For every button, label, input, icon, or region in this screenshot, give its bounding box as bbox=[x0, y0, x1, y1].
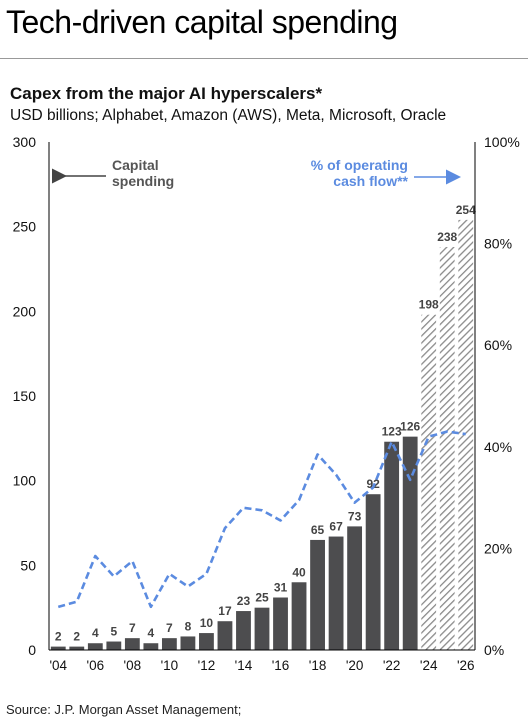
bar bbox=[402, 436, 418, 650]
bar bbox=[124, 638, 140, 650]
bar bbox=[199, 633, 214, 650]
bar-value-label: 25 bbox=[255, 591, 269, 605]
annotation-capital-spending: Capital bbox=[112, 157, 159, 173]
bar-value-label: 2 bbox=[73, 630, 80, 644]
bar-value-label: 17 bbox=[218, 604, 232, 618]
x-tick-label: '06 bbox=[87, 658, 105, 673]
x-tick-label: '18 bbox=[309, 658, 327, 673]
bar bbox=[236, 611, 251, 650]
bar-value-label: 23 bbox=[237, 594, 251, 608]
x-tick-label: '26 bbox=[457, 658, 475, 673]
bar-value-label: 254 bbox=[456, 203, 476, 217]
left-tick-label: 200 bbox=[13, 303, 37, 319]
divider bbox=[0, 58, 528, 59]
left-tick-label: 0 bbox=[28, 642, 36, 658]
left-tick-label: 300 bbox=[13, 134, 37, 150]
bar bbox=[273, 597, 288, 650]
right-tick-label: 100% bbox=[484, 134, 520, 150]
bar-forecast bbox=[439, 246, 455, 651]
bar bbox=[365, 494, 381, 650]
bar bbox=[106, 641, 122, 650]
x-tick-label: '22 bbox=[383, 658, 401, 673]
right-tick-label: 60% bbox=[484, 337, 512, 353]
bar-value-label: 31 bbox=[274, 581, 288, 595]
x-tick-label: '08 bbox=[124, 658, 142, 673]
bar bbox=[180, 636, 196, 650]
bar bbox=[217, 621, 233, 650]
bar bbox=[310, 539, 325, 650]
chart-title: Capex from the major AI hyperscalers* bbox=[10, 84, 323, 103]
x-tick-label: '10 bbox=[161, 658, 179, 673]
annotation-ocf-share: % of operating bbox=[311, 157, 408, 173]
bar bbox=[328, 536, 344, 650]
bar-forecast bbox=[421, 314, 437, 650]
bar-value-label: 198 bbox=[419, 298, 439, 312]
bar bbox=[161, 638, 177, 650]
left-tick-label: 250 bbox=[13, 219, 37, 235]
x-tick-label: '04 bbox=[49, 658, 67, 673]
bar-value-label: 73 bbox=[348, 509, 362, 523]
source-note: Source: J.P. Morgan Asset Management; bbox=[6, 702, 242, 717]
right-tick-label: 40% bbox=[484, 439, 512, 455]
right-tick-label: 20% bbox=[484, 540, 512, 556]
bar bbox=[291, 582, 307, 650]
bar-value-label: 123 bbox=[382, 425, 402, 439]
annotation-ocf-share: cash flow** bbox=[333, 173, 408, 189]
bar-forecast bbox=[458, 219, 474, 650]
right-tick-label: 0% bbox=[484, 642, 504, 658]
bar bbox=[87, 643, 103, 650]
left-tick-label: 50 bbox=[20, 557, 36, 573]
bar bbox=[143, 643, 159, 650]
bar-value-label: 7 bbox=[166, 621, 173, 635]
left-tick-label: 100 bbox=[13, 473, 37, 489]
annotation-capital-spending: spending bbox=[112, 173, 174, 189]
bar bbox=[69, 646, 85, 650]
bar bbox=[50, 646, 66, 650]
right-tick-label: 80% bbox=[484, 236, 512, 252]
left-tick-label: 150 bbox=[13, 388, 37, 404]
bar-value-label: 67 bbox=[329, 520, 343, 534]
bar-value-label: 4 bbox=[92, 626, 99, 640]
bar bbox=[347, 526, 363, 650]
x-tick-label: '24 bbox=[420, 658, 438, 673]
bar-value-label: 2 bbox=[55, 630, 62, 644]
chart-subtitle: USD billions; Alphabet, Amazon (AWS), Me… bbox=[10, 107, 447, 124]
bar-value-label: 4 bbox=[148, 626, 155, 640]
bar-value-label: 238 bbox=[437, 230, 457, 244]
ocf-share-line bbox=[57, 430, 466, 609]
bar-value-label: 10 bbox=[200, 616, 214, 630]
bar-value-label: 5 bbox=[110, 625, 117, 639]
bar-value-label: 7 bbox=[129, 621, 136, 635]
x-tick-label: '14 bbox=[235, 658, 253, 673]
x-tick-label: '16 bbox=[272, 658, 290, 673]
bar-value-label: 65 bbox=[311, 523, 325, 537]
headline: Tech-driven capital spending bbox=[6, 4, 398, 40]
bar-value-label: 40 bbox=[292, 565, 306, 579]
x-tick-label: '12 bbox=[198, 658, 216, 673]
bar bbox=[254, 607, 270, 650]
bar-value-label: 8 bbox=[185, 619, 192, 633]
bar bbox=[384, 441, 400, 650]
x-tick-label: '20 bbox=[346, 658, 364, 673]
bar-value-label: 126 bbox=[400, 420, 420, 434]
